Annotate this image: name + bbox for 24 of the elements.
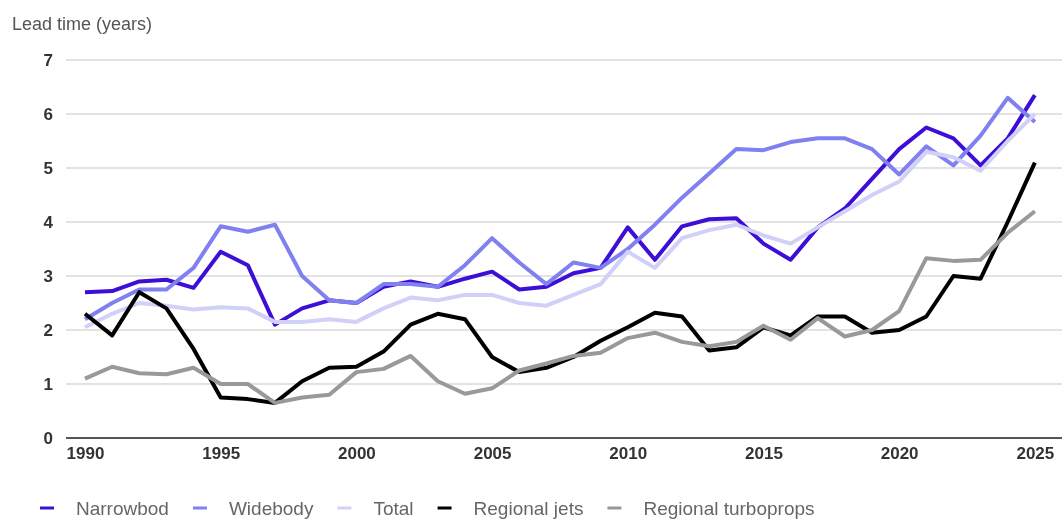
legend-label: Regional jets: [473, 498, 584, 519]
x-tick-label: 1990: [66, 444, 105, 464]
legend-label: Total: [373, 498, 414, 519]
legend-label: Narrowbod: [76, 498, 169, 519]
y-tick-label: 7: [43, 50, 53, 70]
y-tick-label: 6: [43, 104, 53, 124]
y-tick-label: 5: [43, 158, 53, 178]
y-tick-label: 3: [43, 266, 53, 286]
x-tick-label: 2005: [473, 444, 512, 464]
x-tick-label: 2020: [880, 444, 919, 464]
x-tick-label: 2025: [1016, 444, 1055, 464]
x-tick-label: 2010: [609, 444, 648, 464]
y-axis-title: Lead time (years): [12, 14, 153, 34]
line-series: [83, 160, 1037, 405]
legend-label: Widebody: [228, 498, 314, 519]
y-tick-label: 1: [43, 374, 53, 394]
x-tick-label: 1995: [202, 444, 241, 464]
x-tick-label: 2015: [745, 444, 783, 464]
x-tick-label: 2000: [337, 444, 376, 464]
legend-label: Regional turboprops: [643, 498, 815, 519]
y-tick-label: 0: [43, 428, 53, 448]
y-tick-label: 4: [43, 212, 54, 232]
y-tick-label: 2: [43, 320, 53, 340]
line-series: [83, 209, 1037, 405]
